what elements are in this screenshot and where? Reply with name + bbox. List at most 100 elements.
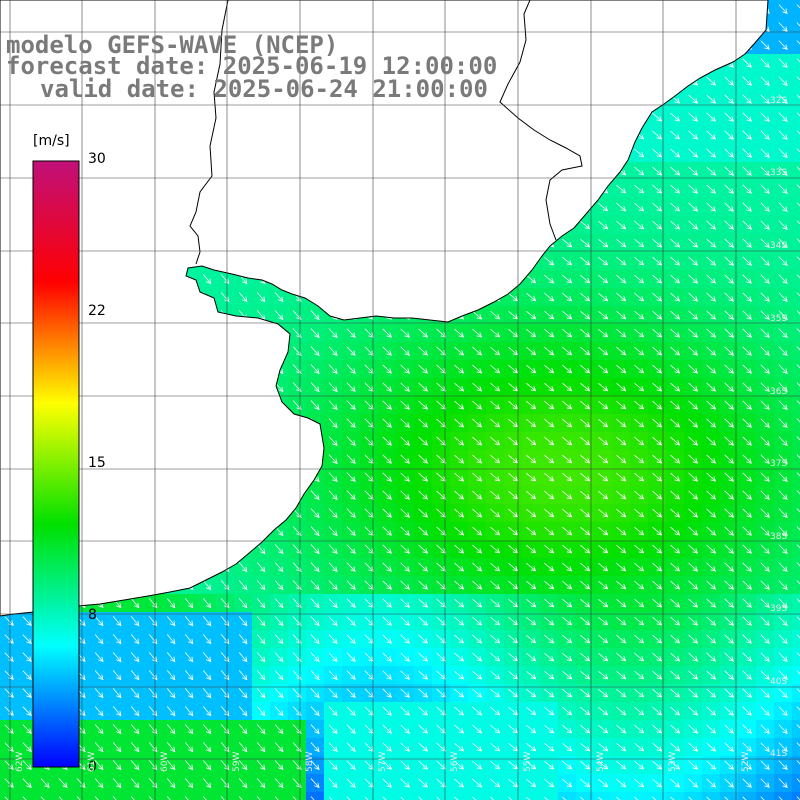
lat-label: 33S [770, 168, 788, 178]
wind-arrow [778, 166, 788, 176]
wind-arrow [706, 364, 716, 374]
wind-arrow [778, 112, 788, 122]
wind-arrow [796, 706, 800, 711]
wind-arrow [166, 688, 176, 699]
wind-arrow [616, 364, 627, 374]
wind-arrow [742, 634, 752, 644]
wind-arrow [544, 508, 555, 518]
wind-arrow [256, 796, 261, 800]
wind-arrow [688, 112, 699, 122]
wind-arrow [760, 454, 770, 464]
wind-arrow [202, 724, 212, 735]
wind-arrow [796, 328, 800, 333]
wind-arrow [796, 22, 800, 27]
wind-arrow [706, 202, 716, 212]
wind-arrow [760, 634, 770, 644]
wind-arrow [130, 634, 140, 645]
wind-arrow [706, 580, 716, 590]
wind-arrow [472, 778, 483, 788]
wind-arrow [148, 796, 153, 800]
wind-arrow [796, 400, 800, 405]
wind-arrow [490, 778, 501, 788]
wind-arrow [760, 220, 770, 230]
wind-arrow [490, 634, 501, 644]
wind-arrow [454, 364, 465, 374]
wind-arrow [238, 760, 248, 771]
wind-arrow [688, 364, 699, 374]
wind-arrow [580, 418, 591, 428]
wind-arrow [328, 526, 338, 537]
wind-arrow [112, 670, 122, 681]
wind-arrow [562, 274, 573, 284]
wind-arrow [346, 670, 356, 680]
wind-arrow [634, 274, 645, 284]
wind-arrow [580, 688, 591, 698]
wind-arrow [796, 238, 800, 243]
wind-arrow [634, 760, 645, 770]
wind-arrow [328, 382, 338, 393]
wind-arrow [688, 220, 699, 230]
wind-arrow [760, 778, 770, 788]
wind-arrow [328, 616, 338, 627]
wind-arrow [688, 256, 699, 266]
wind-arrow [778, 670, 788, 680]
wind-arrow [616, 436, 627, 446]
wind-arrow [310, 526, 320, 537]
wind-arrow [580, 382, 591, 392]
wind-arrow [796, 778, 800, 783]
wind-arrow [760, 544, 770, 554]
wind-arrow [526, 436, 537, 446]
wind-arrow [400, 418, 410, 428]
wind-arrow [724, 652, 734, 662]
wind-arrow [112, 706, 122, 717]
wind-arrow [130, 760, 140, 771]
wind-arrow [670, 634, 681, 644]
wind-arrow [706, 76, 716, 86]
wind-arrow [400, 796, 405, 800]
wind-arrow [796, 94, 800, 99]
wind-arrow [652, 112, 663, 122]
wind-arrow [490, 472, 501, 482]
wind-arrow [544, 454, 555, 464]
wind-arrow [148, 634, 158, 645]
wind-arrow [112, 652, 122, 663]
wind-arrow [562, 778, 573, 788]
wind-arrow [346, 706, 356, 716]
wind-cell [612, 792, 630, 800]
wind-arrow [526, 472, 537, 482]
wind-cell [792, 432, 800, 450]
wind-arrow [454, 382, 465, 392]
wind-arrow [724, 418, 734, 428]
wind-arrow [580, 454, 591, 464]
wind-cell [792, 72, 800, 90]
wind-cell [792, 288, 800, 306]
wind-arrow [346, 544, 356, 554]
title-forecast-date: forecast date: 2025-06-19 12:00:00 [6, 52, 498, 80]
wind-arrow [796, 688, 800, 693]
wind-arrow [580, 400, 591, 410]
wind-cell [792, 468, 800, 486]
wind-arrow [274, 310, 284, 321]
wind-arrow [454, 400, 465, 410]
wind-arrow [148, 742, 158, 753]
wind-arrow [490, 796, 495, 800]
wind-arrow [490, 598, 501, 608]
wind-arrow [400, 580, 410, 590]
wind-arrow [598, 364, 609, 374]
wind-arrow [778, 706, 788, 716]
wind-arrow [706, 670, 716, 680]
wind-arrow [598, 400, 609, 410]
wind-arrow [328, 400, 338, 411]
wind-arrow [562, 760, 573, 770]
wind-arrow [562, 238, 573, 248]
wind-arrow [436, 706, 447, 716]
wind-arrow [796, 616, 800, 621]
wind-arrow [724, 616, 734, 626]
wind-arrow [652, 166, 663, 176]
wind-cell [540, 792, 558, 800]
wind-arrow [796, 166, 800, 171]
wind-arrow [634, 292, 645, 302]
wind-arrow [688, 472, 699, 482]
wind-arrow [490, 364, 501, 374]
wind-arrow [670, 418, 681, 428]
